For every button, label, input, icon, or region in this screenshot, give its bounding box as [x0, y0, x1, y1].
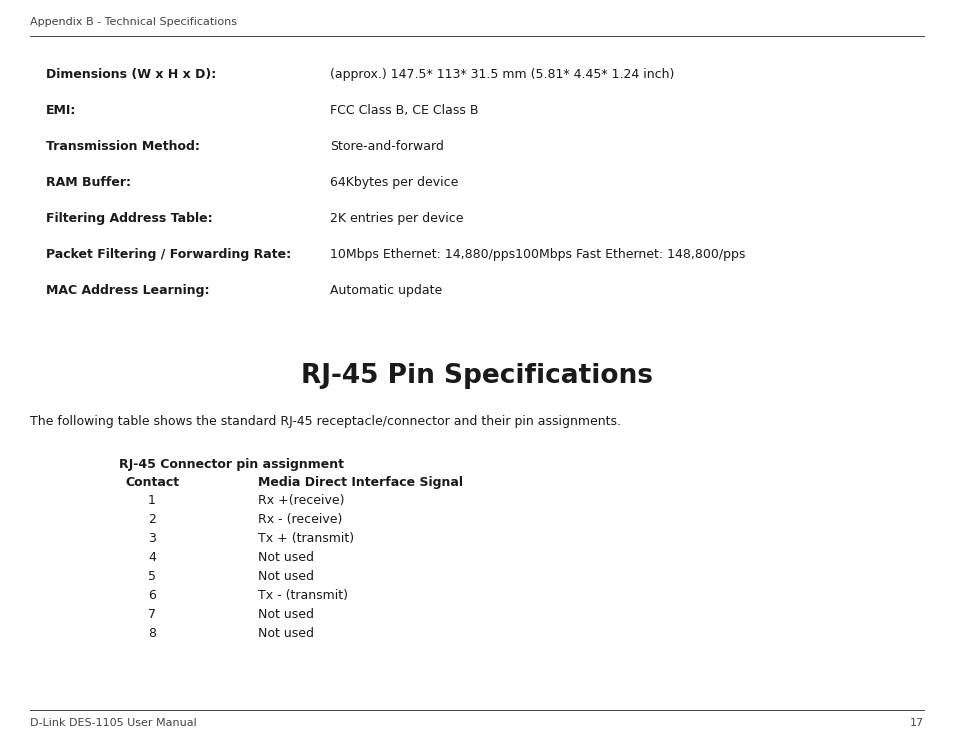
- Text: 5: 5: [148, 570, 156, 583]
- Text: RAM Buffer:: RAM Buffer:: [46, 176, 131, 189]
- Text: 2K entries per device: 2K entries per device: [330, 212, 463, 225]
- Text: Filtering Address Table:: Filtering Address Table:: [46, 212, 213, 225]
- Text: Media Direct Interface Signal: Media Direct Interface Signal: [257, 476, 462, 489]
- Text: 64Kbytes per device: 64Kbytes per device: [330, 176, 457, 189]
- Text: D-Link DES-1105 User Manual: D-Link DES-1105 User Manual: [30, 718, 196, 728]
- Text: RJ-45 Connector pin assignment: RJ-45 Connector pin assignment: [119, 458, 344, 471]
- Text: EMI:: EMI:: [46, 104, 76, 117]
- Text: 7: 7: [148, 608, 156, 621]
- Text: RJ-45 Pin Specifications: RJ-45 Pin Specifications: [301, 363, 652, 389]
- Text: 2: 2: [148, 513, 155, 526]
- Text: 6: 6: [148, 589, 155, 602]
- Text: MAC Address Learning:: MAC Address Learning:: [46, 284, 210, 297]
- Text: 1: 1: [148, 494, 155, 507]
- Text: Contact: Contact: [125, 476, 179, 489]
- Text: 3: 3: [148, 532, 155, 545]
- Text: The following table shows the standard RJ-45 receptacle/connector and their pin : The following table shows the standard R…: [30, 415, 620, 428]
- Text: Packet Filtering / Forwarding Rate:: Packet Filtering / Forwarding Rate:: [46, 248, 291, 261]
- Text: (approx.) 147.5* 113* 31.5 mm (5.81* 4.45* 1.24 inch): (approx.) 147.5* 113* 31.5 mm (5.81* 4.4…: [330, 68, 674, 81]
- Text: Store-and-forward: Store-and-forward: [330, 140, 443, 153]
- Text: 8: 8: [148, 627, 156, 640]
- Text: Tx + (transmit): Tx + (transmit): [257, 532, 354, 545]
- Text: Not used: Not used: [257, 570, 314, 583]
- Text: Not used: Not used: [257, 627, 314, 640]
- Text: Transmission Method:: Transmission Method:: [46, 140, 200, 153]
- Text: Rx - (receive): Rx - (receive): [257, 513, 342, 526]
- Text: 4: 4: [148, 551, 155, 564]
- Text: 17: 17: [909, 718, 923, 728]
- Text: Dimensions (W x H x D):: Dimensions (W x H x D):: [46, 68, 216, 81]
- Text: Tx - (transmit): Tx - (transmit): [257, 589, 348, 602]
- Text: 10Mbps Ethernet: 14,880/pps100Mbps Fast Ethernet: 148,800/pps: 10Mbps Ethernet: 14,880/pps100Mbps Fast …: [330, 248, 744, 261]
- Text: Rx +(receive): Rx +(receive): [257, 494, 344, 507]
- Text: Automatic update: Automatic update: [330, 284, 442, 297]
- Text: Not used: Not used: [257, 551, 314, 564]
- Text: Not used: Not used: [257, 608, 314, 621]
- Text: FCC Class B, CE Class B: FCC Class B, CE Class B: [330, 104, 478, 117]
- Text: Appendix B - Technical Specifications: Appendix B - Technical Specifications: [30, 17, 236, 27]
